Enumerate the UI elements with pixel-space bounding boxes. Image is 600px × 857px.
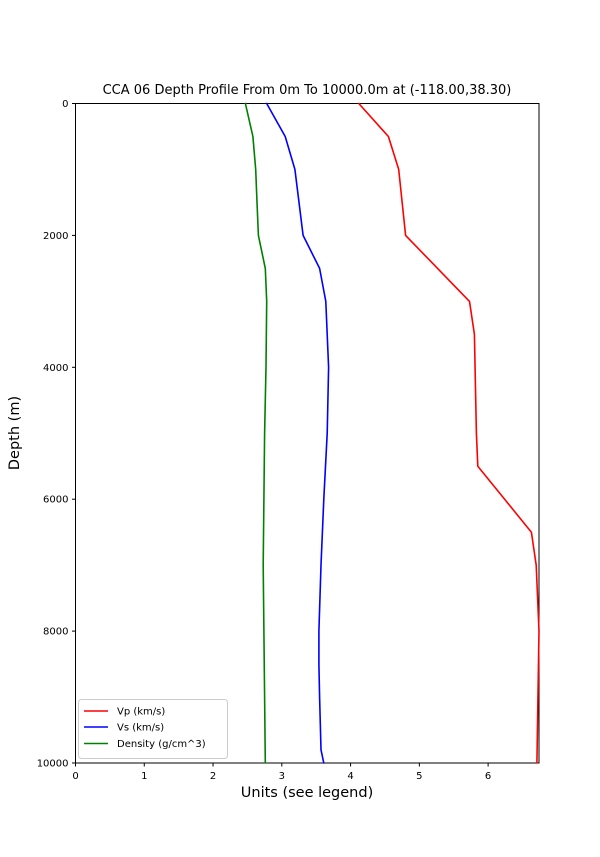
legend-frame — [78, 699, 228, 759]
plot-area-frame — [75, 103, 540, 764]
series-line-density — [244, 102, 268, 764]
y-tick-label: 10000 — [37, 759, 69, 770]
x-tick-label: 0 — [72, 771, 78, 782]
x-axis: 0 1 2 3 4 5 6 — [72, 763, 491, 782]
y-tick-label: 4000 — [43, 363, 68, 374]
series-line-vs — [265, 102, 330, 764]
x-tick-label: 1 — [141, 771, 147, 782]
x-tick-label: 5 — [416, 771, 422, 782]
y-tick-label: 8000 — [43, 627, 68, 638]
legend-item-density: Density (g/cm^3) — [84, 739, 206, 750]
x-axis-label: Units (see legend) — [241, 785, 373, 801]
chart-title: CCA 06 Depth Profile From 0m To 10000.0m… — [103, 83, 512, 98]
y-tick-label: 0 — [62, 99, 68, 110]
y-axis-label: Depth (m) — [7, 396, 23, 470]
x-tick-label: 2 — [210, 771, 216, 782]
y-tick-label: 6000 — [43, 495, 68, 506]
legend: Vp (km/s) Vs (km/s) Density (g/cm^3) — [78, 699, 228, 759]
series-line-vp — [357, 102, 540, 764]
legend-label-vs: Vs (km/s) — [117, 723, 164, 734]
legend-label-vp: Vp (km/s) — [117, 707, 165, 718]
y-tick-label: 2000 — [43, 231, 68, 242]
legend-item-vp: Vp (km/s) — [84, 707, 165, 718]
x-tick-label: 4 — [347, 771, 353, 782]
x-tick-label: 6 — [485, 771, 491, 782]
legend-item-vs: Vs (km/s) — [84, 723, 164, 734]
legend-label-density: Density (g/cm^3) — [117, 739, 206, 750]
series-group — [244, 102, 540, 764]
y-axis: 0 2000 4000 6000 8000 10000 — [37, 99, 76, 770]
x-tick-label: 3 — [279, 771, 285, 782]
